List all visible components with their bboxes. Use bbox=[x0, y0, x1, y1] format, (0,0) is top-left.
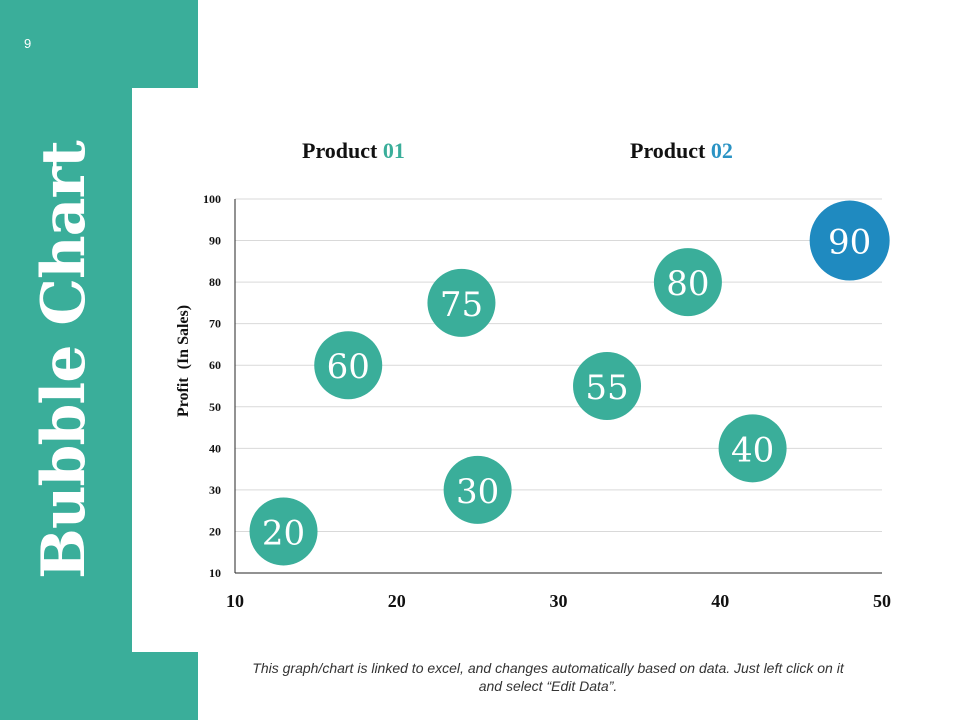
legend-product-01: Product 01 bbox=[302, 138, 405, 164]
bubble-product-01 bbox=[573, 352, 642, 420]
y-tick-label: 70 bbox=[209, 317, 221, 331]
bubble-label: 75 bbox=[440, 285, 483, 325]
y-tick-label: 60 bbox=[209, 358, 221, 372]
y-tick-label: 40 bbox=[209, 441, 221, 455]
y-tick-label: 20 bbox=[209, 524, 221, 538]
y-tick-label: 80 bbox=[209, 275, 221, 289]
x-tick-label: 40 bbox=[711, 591, 729, 611]
footnote: This graph/chart is linked to excel, and… bbox=[252, 660, 844, 694]
x-tick-label: 50 bbox=[873, 591, 891, 611]
y-tick-label: 90 bbox=[209, 234, 221, 248]
bubble-label: 40 bbox=[731, 430, 774, 470]
y-axis-label: Profit (In Sales) bbox=[175, 305, 192, 417]
x-tick-label: 10 bbox=[226, 591, 244, 611]
y-tick-label: 100 bbox=[203, 192, 221, 206]
page-number: 9 bbox=[24, 36, 32, 51]
bubble-product-01 bbox=[427, 268, 496, 337]
legend-product-02-number: 02 bbox=[710, 138, 733, 163]
bubble-label: 55 bbox=[585, 368, 628, 408]
legend-product-02: Product 02 bbox=[630, 138, 733, 164]
x-tick-label: 20 bbox=[388, 591, 406, 611]
bubble-label: 30 bbox=[456, 472, 499, 512]
bubble-label: 60 bbox=[327, 347, 370, 387]
bubble-product-01 bbox=[314, 331, 383, 400]
bubble-product-01 bbox=[249, 497, 318, 566]
bubble-label: 80 bbox=[666, 264, 709, 304]
y-tick-label: 50 bbox=[209, 400, 221, 414]
legend-product-02-name: Product bbox=[630, 138, 706, 163]
bubble-product-01 bbox=[653, 248, 722, 317]
bubble-label: 20 bbox=[262, 513, 305, 553]
bubble-product-01 bbox=[718, 414, 787, 483]
y-tick-label: 10 bbox=[209, 566, 221, 580]
legend-product-01-number: 01 bbox=[382, 138, 405, 163]
bubble-product-02 bbox=[809, 200, 890, 281]
bubble-label: 90 bbox=[828, 223, 871, 263]
y-tick-label: 30 bbox=[209, 483, 221, 497]
bubble-product-01 bbox=[443, 455, 512, 524]
x-tick-label: 30 bbox=[550, 591, 568, 611]
legend-product-01-name: Product bbox=[302, 138, 378, 163]
